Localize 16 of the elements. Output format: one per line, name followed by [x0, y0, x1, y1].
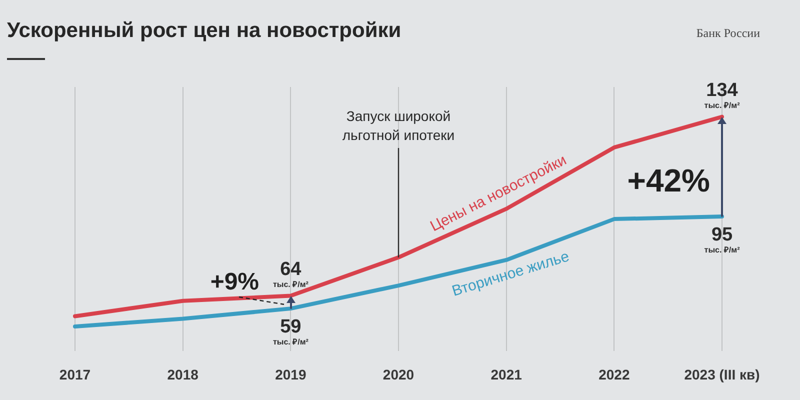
data-label: 134 тыс. ₽/м²: [704, 80, 740, 110]
x-tick-label: 2017: [59, 366, 91, 382]
x-tick-label: 2019: [275, 366, 306, 382]
annotation: +42%: [627, 162, 710, 198]
chart-title: Ускоренный рост цен на новостройки: [7, 19, 402, 43]
data-label: 95 тыс. ₽/м²: [704, 224, 740, 254]
x-tick-label: 2018: [167, 366, 199, 382]
ref-line-label: Запуск широкой льготной ипотеки: [342, 108, 455, 143]
data-label: 64 тыс. ₽/м²: [272, 258, 309, 289]
x-tick-label: 2022: [598, 366, 630, 382]
x-tick-label: 2020: [382, 366, 414, 382]
data-label: 59 тыс. ₽/м²: [272, 316, 309, 347]
x-tick-label: 2021: [490, 366, 522, 382]
annotation: +9%: [210, 268, 260, 296]
x-tick-label: 2023 (III кв): [684, 366, 760, 382]
text: Банк России: [696, 26, 760, 41]
